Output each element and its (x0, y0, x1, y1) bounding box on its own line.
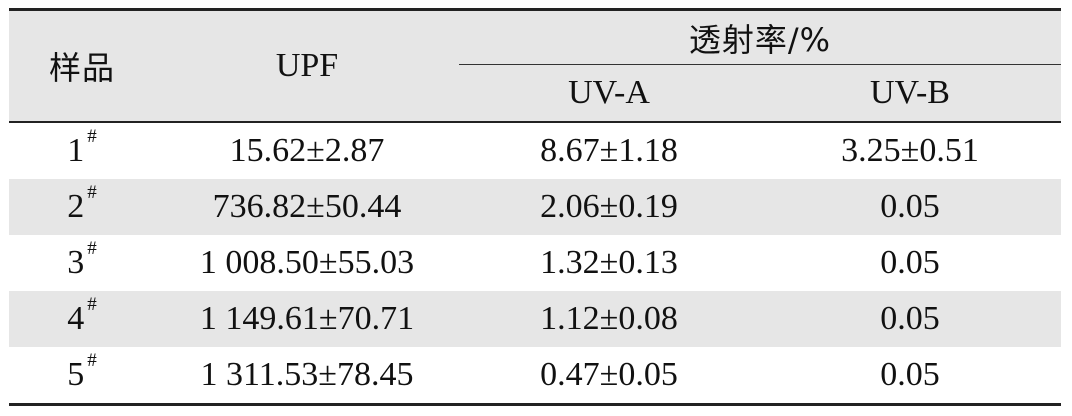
uvb-cell: 0.05 (880, 300, 940, 337)
header-sample: 样品 (48, 49, 115, 87)
uvb-cell: 0.05 (880, 244, 940, 281)
uvb-cell: 0.05 (880, 188, 940, 225)
table-row: 5 # 1 311.53±78.45 0.47±0.05 0.05 (9, 347, 1061, 403)
sample-mark: # (87, 238, 97, 259)
table-row: 3 # 1 008.50±55.03 1.32±0.13 0.05 (9, 235, 1061, 291)
uva-cell: 0.47±0.05 (540, 356, 678, 393)
table-row: 1 # 15.62±2.87 8.67±1.18 3.25±0.51 (9, 123, 1061, 179)
sample-cell: 2 # (67, 182, 97, 225)
sample-mark: # (87, 350, 97, 371)
uvb-cell: 3.25±0.51 (841, 132, 979, 169)
upf-cell: 1 149.61±70.71 (199, 300, 415, 337)
uva-cell: 1.32±0.13 (540, 244, 678, 281)
table-row: 2 # 736.82±50.44 2.06±0.19 0.05 (9, 179, 1061, 235)
upf-cell: 1 008.50±55.03 (199, 244, 415, 281)
sample-mark: # (87, 126, 97, 147)
table-header-background (9, 11, 1061, 121)
sample-cell: 3 # (67, 238, 97, 281)
sample-cell: 4 # (67, 294, 97, 337)
sample-cell: 1 # (67, 126, 97, 169)
uva-cell: 2.06±0.19 (540, 188, 678, 225)
sample-mark: # (87, 182, 97, 203)
uva-cell: 8.67±1.18 (540, 132, 678, 169)
header-upf: UPF (275, 47, 339, 84)
uvb-cell: 0.05 (880, 356, 940, 393)
header-bottom-rule (9, 121, 1061, 123)
header-uvb: UV-B (870, 74, 950, 111)
sample-cell: 5 # (67, 350, 97, 393)
sample-mark: # (87, 294, 97, 315)
table-row: 4 # 1 149.61±70.71 1.12±0.08 0.05 (9, 291, 1061, 347)
header-uva: UV-A (568, 74, 650, 111)
bottom-rule (9, 403, 1061, 406)
upf-cell: 736.82±50.44 (212, 188, 402, 225)
header-sub-rule (459, 64, 1061, 65)
upf-cell: 1 311.53±78.45 (200, 356, 414, 393)
uva-cell: 1.12±0.08 (540, 300, 678, 337)
upf-cell: 15.62±2.87 (229, 132, 385, 169)
top-rule (9, 8, 1061, 11)
header-transmittance: 透射率/% (688, 20, 832, 59)
